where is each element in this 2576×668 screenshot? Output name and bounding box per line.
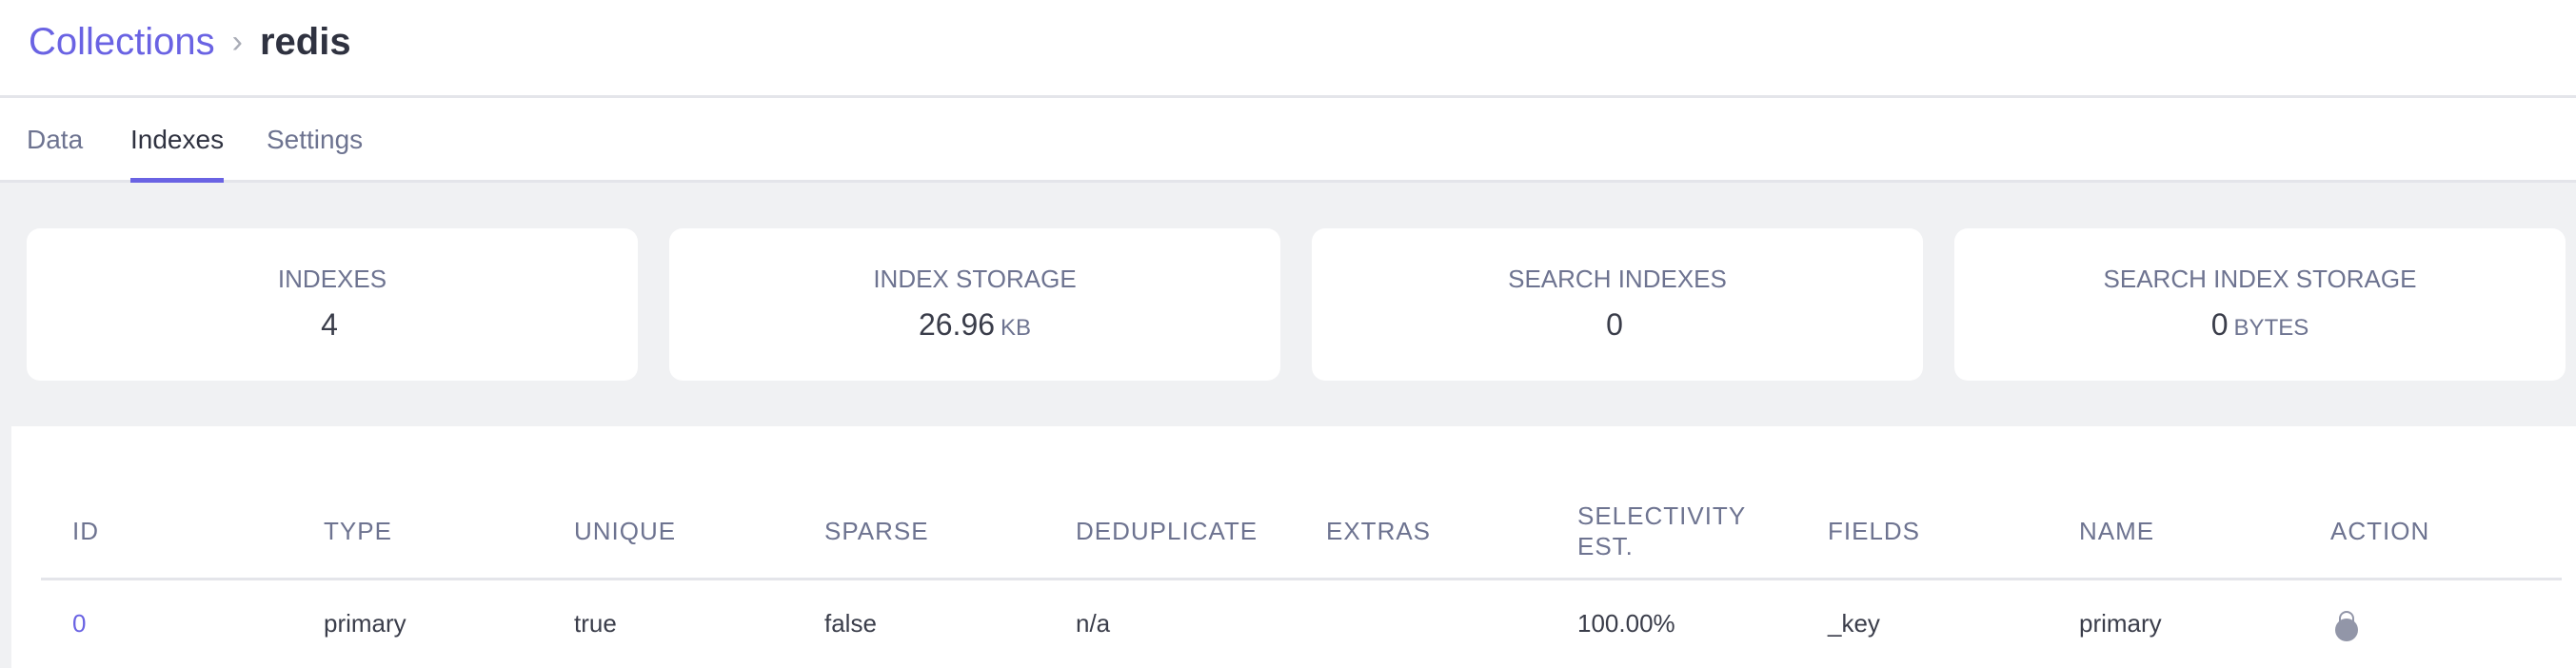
stat-label: SEARCH INDEXES — [1508, 265, 1727, 293]
column-header-sparse: SPARSE — [824, 516, 929, 545]
column-header-type: TYPE — [324, 516, 392, 545]
column-header-name: NAME — [2079, 516, 2155, 545]
stat-label: SEARCH INDEX STORAGE — [2103, 265, 2417, 293]
column-header-deduplicate: DEDUPLICATE — [1076, 516, 1258, 545]
tab-bar: Data Indexes Settings — [0, 98, 2576, 183]
breadcrumb-current: redis — [259, 21, 351, 63]
stat-card-search-indexes: SEARCH INDEXES 0 — [1312, 228, 1923, 381]
tab-indexes[interactable]: Indexes — [130, 125, 225, 183]
lock-icon — [2335, 611, 2358, 641]
stat-label: INDEX STORAGE — [873, 265, 1077, 293]
stat-value: 0 — [1606, 307, 1623, 342]
index-sparse: false — [824, 609, 877, 638]
column-header-action: ACTION — [2330, 516, 2430, 545]
stat-unit: BYTES — [2233, 315, 2309, 341]
column-header-unique: UNIQUE — [574, 516, 677, 545]
column-header-id: ID — [72, 516, 99, 545]
index-fields: _key — [1828, 609, 1880, 638]
column-header-selectivity: SELECTIVITY EST. — [1577, 501, 1746, 560]
tab-settings[interactable]: Settings — [267, 125, 364, 154]
index-id-link[interactable]: 0 — [72, 609, 87, 638]
stat-card-search-index-storage: SEARCH INDEX STORAGE 0 BYTES — [1954, 228, 2566, 381]
index-name: primary — [2079, 609, 2162, 638]
index-unique: true — [574, 609, 617, 638]
stat-card-indexes: INDEXES 4 — [27, 228, 638, 381]
column-header-fields: FIELDS — [1828, 516, 1921, 545]
index-selectivity: 100.00% — [1577, 609, 1675, 638]
column-header-extras: EXTRAS — [1326, 516, 1432, 545]
index-type: primary — [324, 609, 406, 638]
page-header: Collections › redis — [0, 0, 2576, 98]
breadcrumb-collections-link[interactable]: Collections — [29, 21, 215, 63]
breadcrumb: Collections › redis — [29, 21, 351, 64]
chevron-right-icon: › — [231, 24, 243, 60]
stat-value: 0 — [2210, 307, 2229, 342]
stat-value: 26.96 — [918, 307, 996, 342]
tab-data[interactable]: Data — [27, 125, 84, 154]
stat-value: 4 — [321, 307, 338, 342]
stat-unit: KB — [1001, 315, 1032, 341]
table-row: 0 primary true false n/a 100.00% _key pr… — [41, 580, 2562, 668]
stat-label: INDEXES — [277, 265, 387, 293]
index-deduplicate: n/a — [1076, 609, 1111, 638]
indexes-table: ID TYPE UNIQUE SPARSE DEDUPLICATE EXTRAS… — [11, 426, 2576, 668]
table-header-row: ID TYPE UNIQUE SPARSE DEDUPLICATE EXTRAS… — [41, 483, 2562, 580]
stat-card-index-storage: INDEX STORAGE 26.96 KB — [669, 228, 1280, 381]
